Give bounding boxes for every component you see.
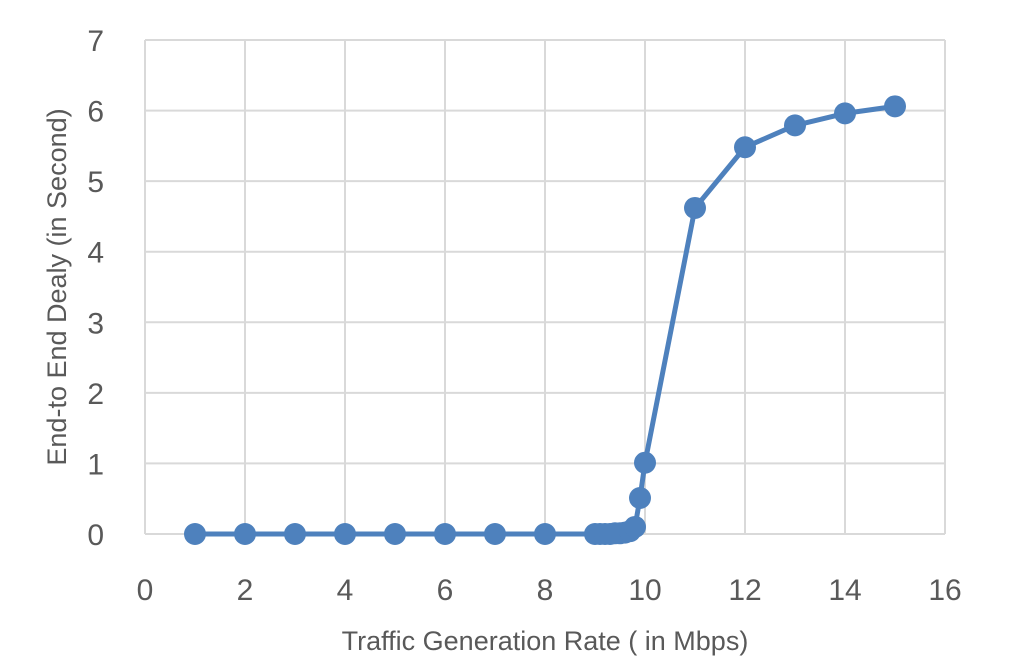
data-point-marker	[184, 523, 206, 545]
y-tick-label: 0	[87, 519, 104, 552]
y-tick-label: 3	[87, 307, 104, 340]
gridlines	[144, 39, 946, 535]
data-point-marker	[484, 523, 506, 545]
y-tick-label: 6	[87, 96, 104, 129]
y-tick-label: 2	[87, 378, 104, 411]
y-axis-title: End-to End Dealy (in Second)	[42, 108, 72, 465]
x-tick-label: 0	[137, 574, 154, 607]
data-point-marker	[734, 136, 756, 159]
x-tick-label: 10	[628, 574, 661, 607]
x-tick-label: 12	[728, 574, 761, 607]
x-tick-label: 14	[828, 574, 861, 607]
x-tick-label: 16	[928, 574, 961, 607]
data-point-marker	[534, 523, 556, 545]
data-point-marker	[624, 515, 646, 538]
data-point-marker	[834, 102, 856, 125]
data-point-marker	[684, 196, 706, 219]
y-tick-label: 4	[87, 237, 104, 270]
x-axis-title: Traffic Generation Rate ( in Mbps)	[342, 626, 749, 656]
data-point-marker	[284, 523, 306, 545]
data-point-marker	[634, 451, 656, 474]
data-point-marker	[234, 523, 256, 545]
x-tick-labels: 0 2 4 6 8 10 12 14 16	[137, 574, 962, 607]
data-point-marker	[334, 523, 356, 545]
data-point-marker	[384, 523, 406, 545]
x-tick-label: 6	[437, 574, 454, 607]
data-point-marker	[434, 523, 456, 545]
x-tick-label: 8	[537, 574, 554, 607]
data-point-marker	[629, 487, 651, 510]
x-tick-label: 2	[237, 574, 254, 607]
data-point-marker	[784, 114, 806, 137]
y-tick-label: 7	[87, 25, 104, 58]
x-tick-label: 4	[337, 574, 354, 607]
y-tick-label: 5	[87, 166, 104, 199]
y-tick-label: 1	[87, 448, 104, 481]
y-tick-labels: 0 1 2 3 4 5 6 7	[87, 25, 104, 552]
series-group	[184, 95, 906, 545]
data-point-marker	[884, 95, 906, 118]
